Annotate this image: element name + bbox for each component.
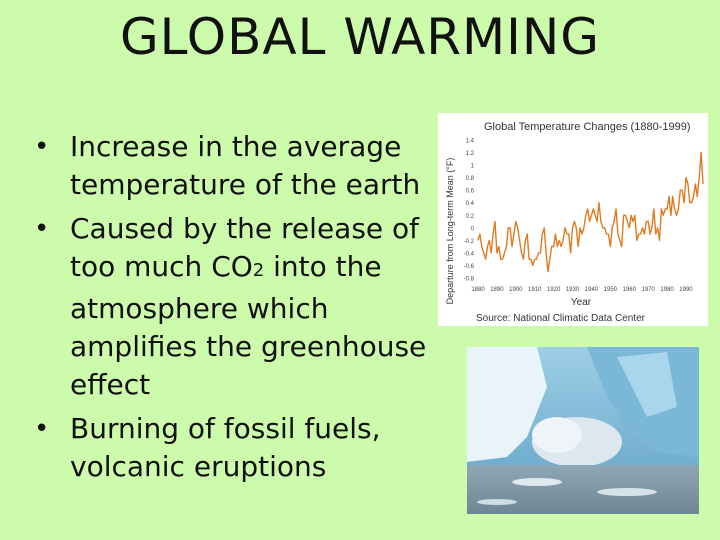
bullet-marker: • [34, 132, 50, 162]
bullet-marker: • [34, 214, 50, 244]
chart-ylabel: Departure from Long-term Mean (°F) [445, 158, 455, 305]
x-tick-label: 1980 [660, 287, 674, 293]
temperature-chart: Global Temperature Changes (1880-1999) D… [438, 113, 708, 326]
bullet-item: • Caused by the release of too much CO2 … [30, 210, 440, 404]
temperature-chart-svg: Global Temperature Changes (1880-1999) D… [445, 121, 704, 324]
bullet-text: Caused by the release of too much CO2 in… [70, 212, 426, 401]
y-tick-label: 1.4 [466, 139, 475, 145]
y-tick-label: 1.2 [466, 151, 475, 157]
x-tick-label: 1940 [585, 287, 599, 293]
chart-source: Source: National Climatic Data Center [476, 313, 646, 324]
chart-title: Global Temperature Changes (1880-1999) [484, 121, 690, 133]
bullet-text: Burning of fossil fuels, volcanic erupti… [70, 412, 381, 483]
y-tick-label: -0.6 [464, 264, 475, 270]
chart-xlabel: Year [571, 297, 592, 308]
y-tick-label: 0 [471, 226, 475, 232]
x-tick-label: 1990 [679, 287, 693, 293]
bullet-text: Increase in the average temperature of t… [70, 130, 421, 201]
x-tick-label: 1970 [641, 287, 655, 293]
bullet-text-part: into the atmosphere which amplifies the … [70, 250, 427, 401]
subscript: 2 [252, 260, 265, 281]
bullet-item: • Increase in the average temperature of… [30, 128, 440, 204]
glacier-image [467, 347, 699, 514]
y-tick-label: 0.6 [466, 189, 475, 195]
glacier-photo [467, 347, 699, 514]
x-tick-label: 1890 [490, 287, 504, 293]
y-tick-label: -0.4 [464, 251, 475, 257]
x-tick-label: 1910 [528, 287, 542, 293]
x-tick-label: 1930 [566, 287, 580, 293]
y-tick-label: -0.8 [464, 277, 475, 283]
y-tick-label: 0.8 [466, 176, 475, 182]
series-line [477, 151, 704, 273]
x-tick-label: 1950 [604, 287, 618, 293]
x-tick-label: 1960 [623, 287, 637, 293]
x-tick-label: 1900 [509, 287, 523, 293]
bullet-item: • Burning of fossil fuels, volcanic erup… [30, 410, 440, 486]
bullet-text-part: Caused by the release of too much CO [70, 212, 420, 283]
bullet-marker: • [34, 414, 50, 444]
y-tick-label: 1 [471, 164, 475, 170]
x-tick-label: 1880 [471, 287, 485, 293]
y-tick-label: 0.4 [466, 201, 475, 207]
bullet-list: • Increase in the average temperature of… [30, 128, 440, 492]
y-tick-label: -0.2 [464, 239, 475, 245]
x-tick-label: 1920 [547, 287, 561, 293]
y-tick-label: 0.2 [466, 214, 475, 220]
slide-title: GLOBAL WARMING [119, 8, 601, 66]
